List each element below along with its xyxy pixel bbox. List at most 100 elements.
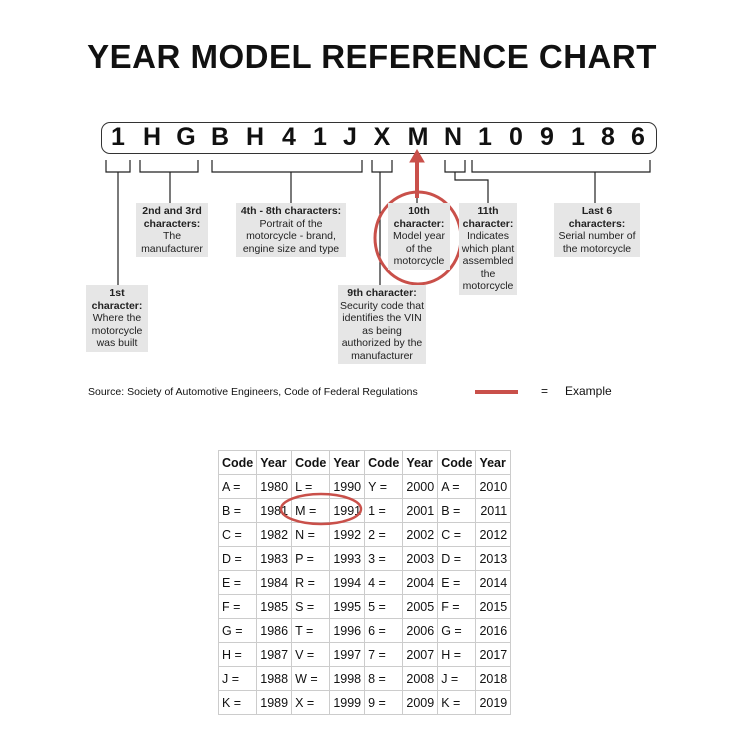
code-cell: K = — [217, 690, 258, 715]
bracket-9th — [371, 160, 393, 285]
table-row: D = 1983 P = 1993 3 = 2003 D = 2013 — [217, 546, 512, 571]
year-cell: 1985 — [256, 594, 293, 619]
vin-character: 1 — [571, 123, 585, 151]
year-cell: 2015 — [475, 594, 512, 619]
label-11th-character: 11th character: Indicates which plant ass… — [459, 203, 517, 295]
year-cell: 2002 — [402, 522, 439, 547]
code-cell: 9 = — [364, 690, 404, 715]
label-head: Last 6 characters: — [568, 205, 626, 230]
table-row: G = 1986 T = 1996 6 = 2006 G = 2016 — [217, 618, 512, 643]
year-cell: 2016 — [475, 618, 512, 643]
table-row: H = 1987 V = 1997 7 = 2007 H = 2017 — [217, 642, 512, 667]
year-cell: 1980 — [256, 474, 293, 499]
label-2nd-3rd-characters: 2nd and 3rd characters: The manufacturer — [136, 203, 208, 257]
table-row: K = 1989 X = 1999 9 = 2009 K = 2019 — [217, 690, 512, 715]
arrow-head-icon — [409, 149, 425, 163]
year-cell: 2009 — [402, 690, 439, 715]
year-cell: 2006 — [402, 618, 439, 643]
code-cell: N = — [291, 522, 331, 547]
code-cell: W = — [291, 666, 331, 691]
year-cell: 1993 — [329, 546, 366, 571]
vin-character: M — [407, 123, 429, 151]
code-cell: H = — [437, 642, 477, 667]
label-body: Indicates which plant assembled the moto… — [461, 230, 515, 292]
code-cell: B = — [217, 498, 258, 523]
label-4th-8th-characters: 4th - 8th characters: Portrait of the mot… — [236, 203, 346, 257]
year-cell: 1981 — [256, 498, 293, 523]
vin-character: 1 — [111, 123, 125, 151]
label-body: Portrait of the motorcycle - brand, engi… — [242, 217, 340, 255]
table-row: J = 1988 W = 1998 8 = 2008 J = 2018 — [217, 666, 512, 691]
year-code-table: Code Year Code Year Code Year Code Year A = 1980… — [217, 450, 512, 715]
code-cell: 4 = — [364, 570, 404, 595]
code-cell: E = — [437, 570, 477, 595]
year-cell: 2011 — [475, 498, 512, 523]
year-cell: 1988 — [256, 666, 293, 691]
vin-character: 1 — [478, 123, 492, 151]
year-cell: 1997 — [329, 642, 366, 667]
code-cell: A = — [217, 474, 258, 499]
code-cell: T = — [291, 618, 331, 643]
table-row: B = 1981 M = 1991 1 = 2001 B = 2011 — [217, 498, 512, 523]
vin-character: B — [210, 123, 230, 151]
year-cell: 1986 — [256, 618, 293, 643]
year-cell: 2010 — [475, 474, 512, 499]
label-10th-character: 10th character: Model year of the motorcy… — [388, 203, 450, 270]
code-cell: 8 = — [364, 666, 404, 691]
label-body: Where the motorcycle was built — [91, 312, 143, 349]
year-cell: 1996 — [329, 618, 366, 643]
year-cell: 1982 — [256, 522, 293, 547]
label-last-6-characters: Last 6 characters: Serial number of the m… — [554, 203, 640, 257]
column-header: Year — [329, 450, 366, 475]
year-cell: 1991 — [329, 498, 366, 523]
year-cell: 2001 — [402, 498, 439, 523]
year-cell: 1994 — [329, 570, 366, 595]
code-cell: D = — [217, 546, 258, 571]
label-head: 10th character: — [393, 205, 445, 230]
code-cell: L = — [291, 474, 331, 499]
table-row: C = 1982 N = 1992 2 = 2002 C = 2012 — [217, 522, 512, 547]
code-cell: G = — [437, 618, 477, 643]
column-header: Year — [475, 450, 512, 475]
year-cell: 2007 — [402, 642, 439, 667]
legend-example: Example — [565, 384, 612, 398]
year-cell: 2005 — [402, 594, 439, 619]
page-title: YEAR MODEL REFERENCE CHART — [87, 38, 657, 75]
code-cell: 2 = — [364, 522, 404, 547]
year-cell: 1987 — [256, 642, 293, 667]
code-cell: Y = — [364, 474, 404, 499]
year-cell: 2017 — [475, 642, 512, 667]
column-header: Code — [217, 450, 258, 475]
year-cell: 2014 — [475, 570, 512, 595]
code-cell: 5 = — [364, 594, 404, 619]
year-cell: 1984 — [256, 570, 293, 595]
year-cell: 1992 — [329, 522, 366, 547]
code-cell: C = — [217, 522, 258, 547]
code-cell: X = — [291, 690, 331, 715]
year-cell: 2004 — [402, 570, 439, 595]
year-cell: 1998 — [329, 666, 366, 691]
vin-character: H — [142, 123, 162, 151]
label-body: Serial number of the motorcycle — [558, 230, 636, 255]
code-cell: D = — [437, 546, 477, 571]
bracket-11th — [444, 160, 489, 203]
code-cell: C = — [437, 522, 477, 547]
vin-character: 1 — [313, 123, 327, 151]
label-1st-character: 1st character: Where the motorcycle was b… — [86, 285, 148, 352]
vin-character: 0 — [509, 123, 523, 151]
code-cell: S = — [291, 594, 331, 619]
column-header: Year — [256, 450, 293, 475]
table-row: E = 1984 R = 1994 4 = 2004 E = 2014 — [217, 570, 512, 595]
year-cell: 1999 — [329, 690, 366, 715]
year-cell: 2003 — [402, 546, 439, 571]
code-cell: R = — [291, 570, 331, 595]
year-cell: 2000 — [402, 474, 439, 499]
column-header: Code — [437, 450, 477, 475]
vin-character: 4 — [282, 123, 296, 151]
code-cell: P = — [291, 546, 331, 571]
vin-character: H — [245, 123, 265, 151]
code-cell: 7 = — [364, 642, 404, 667]
label-body: Security code that identifies the VIN as… — [339, 299, 425, 362]
code-cell: F = — [437, 594, 477, 619]
